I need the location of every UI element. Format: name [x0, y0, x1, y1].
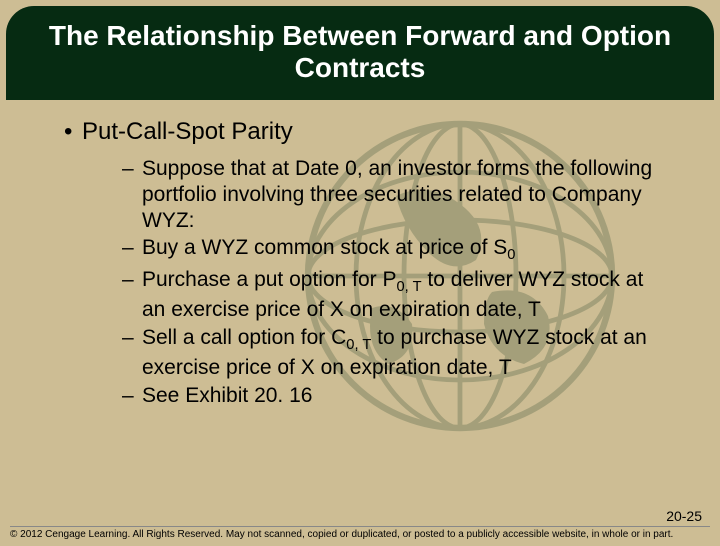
- list-item-text: See Exhibit 20. 16: [142, 384, 312, 407]
- page-number: 20-25: [10, 508, 710, 524]
- list-item: See Exhibit 20. 16: [122, 383, 670, 409]
- bullet-level1: Put-Call-Spot Parity: [64, 118, 670, 146]
- copyright-text: © 2012 Cengage Learning. All Rights Rese…: [10, 526, 710, 540]
- title-band: The Relationship Between Forward and Opt…: [6, 6, 714, 100]
- content-area: Put-Call-Spot Parity Suppose that at Dat…: [0, 100, 720, 408]
- list-item: Buy a WYZ common stock at price of S0: [122, 235, 670, 265]
- slide-title: The Relationship Between Forward and Opt…: [46, 20, 674, 84]
- subscript: 0, T: [346, 337, 371, 353]
- subscript: 0: [507, 247, 515, 263]
- list-item: Purchase a put option for P0, T to deliv…: [122, 267, 670, 323]
- footer: 20-25 © 2012 Cengage Learning. All Right…: [0, 508, 720, 546]
- list-item-text: Suppose that at Date 0, an investor form…: [142, 157, 652, 231]
- subscript: 0, T: [397, 280, 422, 296]
- list-item: Sell a call option for C0, T to purchase…: [122, 325, 670, 381]
- list-item-text-pre: Buy a WYZ common stock at price of S: [142, 236, 507, 259]
- list-item-text-pre: Sell a call option for C: [142, 326, 346, 349]
- bullet-level2-list: Suppose that at Date 0, an investor form…: [64, 156, 670, 408]
- list-item-text-pre: Purchase a put option for P: [142, 268, 397, 291]
- list-item: Suppose that at Date 0, an investor form…: [122, 156, 670, 233]
